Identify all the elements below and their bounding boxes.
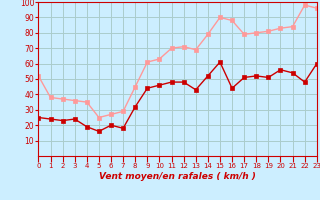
- X-axis label: Vent moyen/en rafales ( km/h ): Vent moyen/en rafales ( km/h ): [99, 172, 256, 181]
